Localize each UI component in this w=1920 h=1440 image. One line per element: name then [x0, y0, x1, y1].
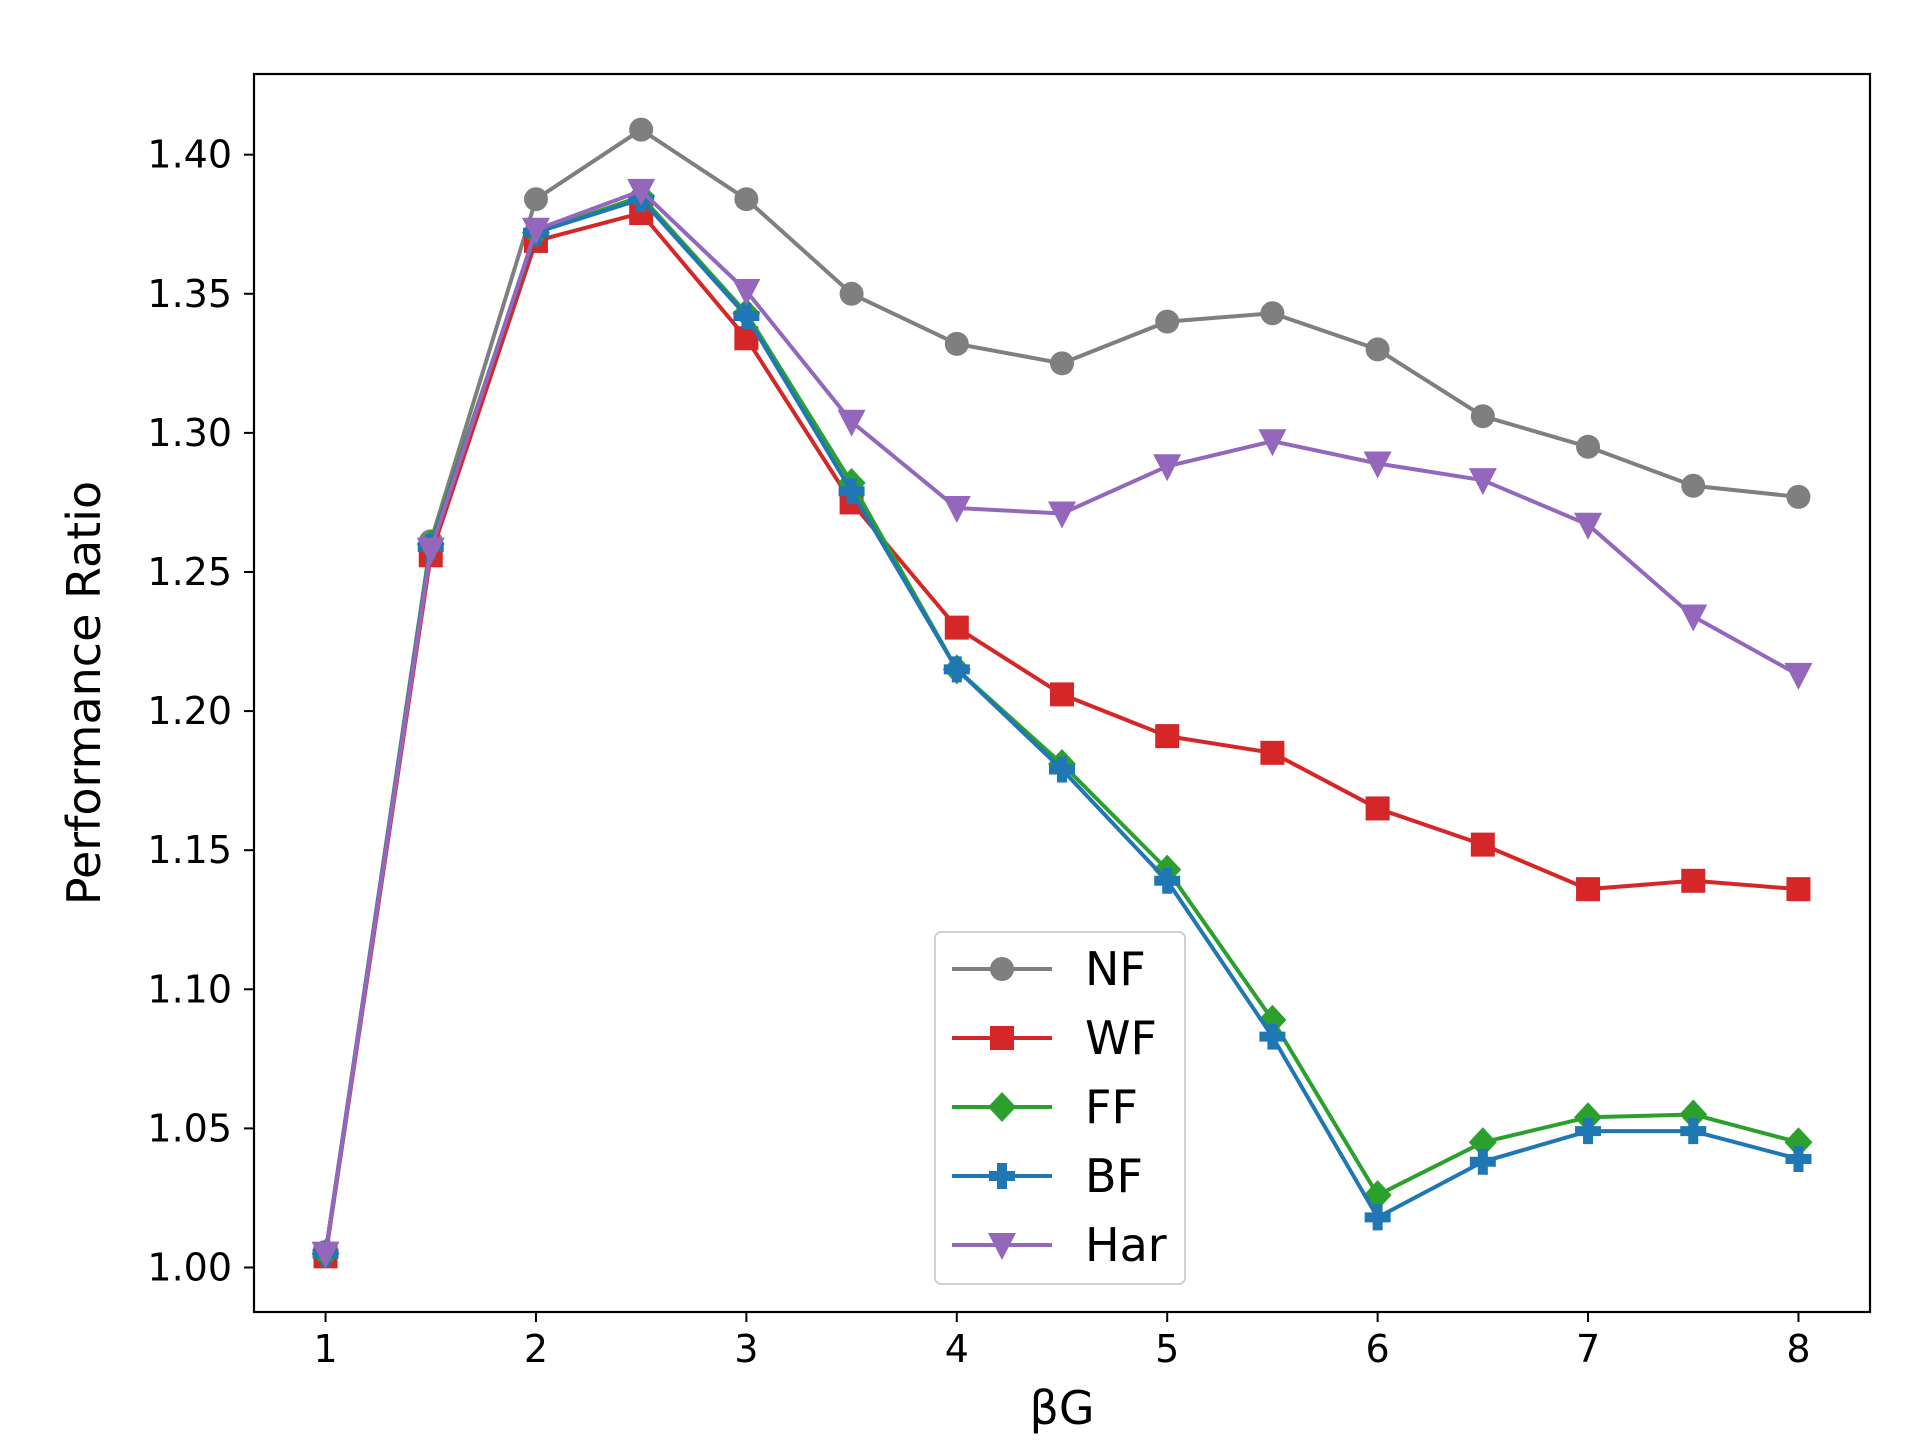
- y-tick-label: 1.20: [147, 689, 232, 733]
- legend-entry-har: Har: [952, 1218, 1167, 1272]
- x-tick-label: 4: [945, 1327, 969, 1371]
- data-point-har: [1468, 468, 1497, 496]
- data-point-nf: [523, 187, 548, 212]
- legend-marker-har: [988, 1233, 1016, 1260]
- data-point-har: [1153, 454, 1182, 482]
- series-har: [311, 178, 1813, 1269]
- y-tick-label: 1.30: [147, 411, 232, 455]
- data-point-wf: [1576, 877, 1601, 902]
- data-point-wf: [1681, 868, 1706, 893]
- y-tick-label: 1.00: [147, 1245, 232, 1289]
- data-point-bf: [1154, 867, 1181, 894]
- x-tick-label: 7: [1576, 1327, 1600, 1371]
- data-point-nf: [839, 281, 864, 306]
- series-wf: [313, 201, 1811, 1269]
- y-tick-label: 1.10: [147, 967, 232, 1011]
- x-tick-label: 1: [313, 1327, 337, 1371]
- data-point-har: [627, 178, 656, 206]
- data-point-bf: [1469, 1148, 1496, 1175]
- data-point-nf: [629, 117, 654, 142]
- data-point-har: [942, 495, 971, 523]
- data-point-wf: [1050, 682, 1074, 707]
- legend-label-bf: BF: [1085, 1149, 1143, 1203]
- data-point-bf: [733, 303, 760, 330]
- y-axis: 1.00 1.05 1.10 1.15 1.20 1.25 1.30 1.35 1.40: [147, 133, 254, 1289]
- legend-marker-wf: [990, 1026, 1014, 1050]
- plot-area: [311, 117, 1813, 1269]
- data-point-bf: [943, 656, 970, 683]
- x-tick-label: 8: [1786, 1327, 1810, 1371]
- y-tick-label: 1.35: [147, 272, 232, 316]
- data-point-har: [1574, 512, 1603, 540]
- x-tick-label: 5: [1155, 1327, 1179, 1371]
- data-point-wf: [1365, 796, 1390, 821]
- data-point-bf: [838, 478, 865, 505]
- data-point-har: [1363, 451, 1392, 479]
- data-point-har: [1258, 429, 1287, 457]
- legend-entry-wf: WF: [952, 1011, 1157, 1065]
- legend-entry-bf: BF: [952, 1149, 1143, 1203]
- axes-frame: [252, 72, 1872, 1314]
- y-axis-title: Performance Ratio: [57, 481, 111, 905]
- data-point-nf: [1786, 484, 1811, 509]
- data-point-ff: [1784, 1127, 1813, 1158]
- x-tick-label: 2: [524, 1327, 548, 1371]
- legend-marker-ff: [988, 1092, 1016, 1122]
- y-tick-label: 1.15: [147, 828, 232, 872]
- data-point-har: [837, 409, 866, 437]
- legend-box: [934, 931, 1186, 1285]
- y-tick-label: 1.40: [147, 133, 232, 177]
- data-point-bf: [1364, 1204, 1391, 1231]
- data-point-nf: [1681, 473, 1706, 498]
- legend-label-har: Har: [1085, 1218, 1167, 1272]
- data-point-nf: [1155, 309, 1180, 334]
- data-point-ff: [1258, 1004, 1287, 1035]
- data-point-har: [1679, 604, 1708, 632]
- data-point-nf: [1050, 351, 1074, 376]
- data-point-wf: [1155, 724, 1180, 749]
- data-point-bf: [1680, 1118, 1707, 1145]
- legend-marker-nf: [990, 957, 1014, 981]
- data-point-wf: [1260, 740, 1285, 765]
- data-point-ff: [1468, 1127, 1497, 1158]
- data-point-ff: [1679, 1099, 1708, 1130]
- data-point-bf: [1785, 1145, 1812, 1172]
- legend-entry-nf: NF: [952, 942, 1146, 996]
- data-point-wf: [1470, 832, 1495, 857]
- legend-entry-ff: FF: [952, 1080, 1138, 1134]
- legend-label-ff: FF: [1085, 1080, 1138, 1134]
- data-point-har: [311, 1241, 340, 1269]
- data-point-har: [521, 217, 550, 245]
- legend-label-wf: WF: [1085, 1011, 1157, 1065]
- data-point-nf: [1576, 434, 1601, 459]
- data-point-bf: [1575, 1118, 1602, 1145]
- x-axis: 1 2 3 4 5 6 7 8: [313, 1312, 1811, 1371]
- data-point-har: [416, 537, 445, 565]
- data-point-nf: [944, 331, 969, 356]
- legend-marker-bf: [989, 1163, 1015, 1189]
- legend: NF WF FF BF Har: [934, 931, 1186, 1285]
- data-point-nf: [734, 187, 759, 212]
- data-point-har: [1048, 501, 1076, 529]
- data-point-wf: [944, 615, 969, 640]
- data-point-har: [1784, 662, 1813, 690]
- data-point-nf: [1365, 337, 1390, 362]
- data-point-nf: [1260, 301, 1285, 326]
- data-point-har: [732, 278, 761, 306]
- y-tick-label: 1.05: [147, 1106, 232, 1150]
- x-axis-title: βG: [1029, 1381, 1094, 1435]
- data-point-wf: [1786, 877, 1811, 902]
- x-tick-label: 3: [734, 1327, 758, 1371]
- y-tick-label: 1.25: [147, 550, 232, 594]
- x-tick-label: 6: [1366, 1327, 1390, 1371]
- data-point-nf: [1470, 404, 1495, 429]
- data-point-ff: [1574, 1102, 1603, 1133]
- data-point-bf: [1049, 756, 1075, 783]
- legend-label-nf: NF: [1085, 942, 1146, 996]
- data-point-bf: [1259, 1023, 1286, 1050]
